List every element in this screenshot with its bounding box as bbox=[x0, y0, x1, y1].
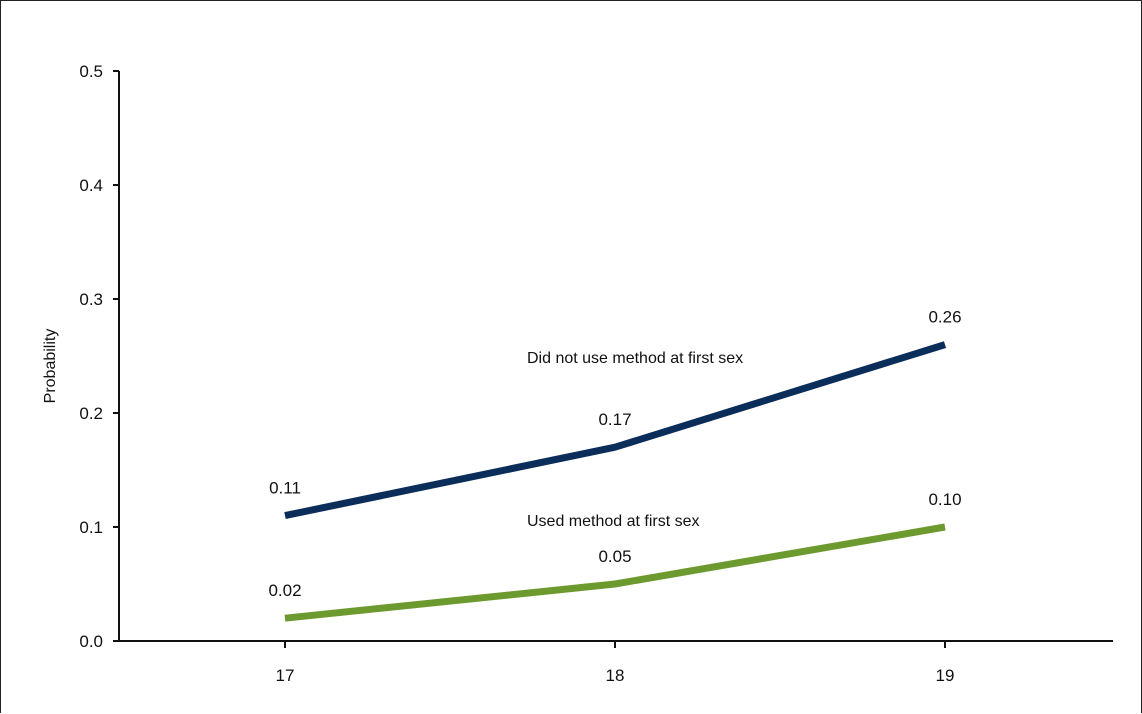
data-label: 0.02 bbox=[268, 581, 301, 600]
y-tick-label: 0.1 bbox=[79, 518, 103, 537]
y-tick-label: 0.3 bbox=[79, 290, 103, 309]
y-tick-label: 0.4 bbox=[79, 176, 103, 195]
series-label-did-not-use: Did not use method at first sex bbox=[527, 350, 743, 367]
data-label: 0.11 bbox=[269, 479, 301, 498]
data-label: 0.10 bbox=[928, 490, 961, 509]
series-lines bbox=[284, 341, 947, 622]
x-axis-ticks: 17 18 19 bbox=[276, 641, 955, 685]
series-line-0 bbox=[284, 341, 947, 520]
x-tick-label: 19 bbox=[936, 666, 955, 685]
data-labels: 0.11 0.17 0.26 0.02 0.05 0.10 bbox=[268, 308, 961, 601]
data-label: 0.05 bbox=[598, 547, 631, 566]
series-label-used: Used method at first sex bbox=[527, 513, 700, 530]
data-label: 0.26 bbox=[928, 308, 961, 327]
series-line-1 bbox=[284, 523, 946, 622]
y-tick-label: 0.0 bbox=[79, 632, 103, 651]
y-axis-title: Probability bbox=[42, 329, 59, 404]
y-tick-label: 0.5 bbox=[79, 62, 103, 81]
x-tick-label: 17 bbox=[276, 666, 295, 685]
data-label: 0.17 bbox=[598, 410, 631, 429]
y-axis-ticks: 0.0 0.1 0.2 0.3 0.4 0.5 bbox=[79, 62, 119, 651]
y-tick-label: 0.2 bbox=[79, 404, 103, 423]
x-tick-label: 18 bbox=[606, 666, 625, 685]
